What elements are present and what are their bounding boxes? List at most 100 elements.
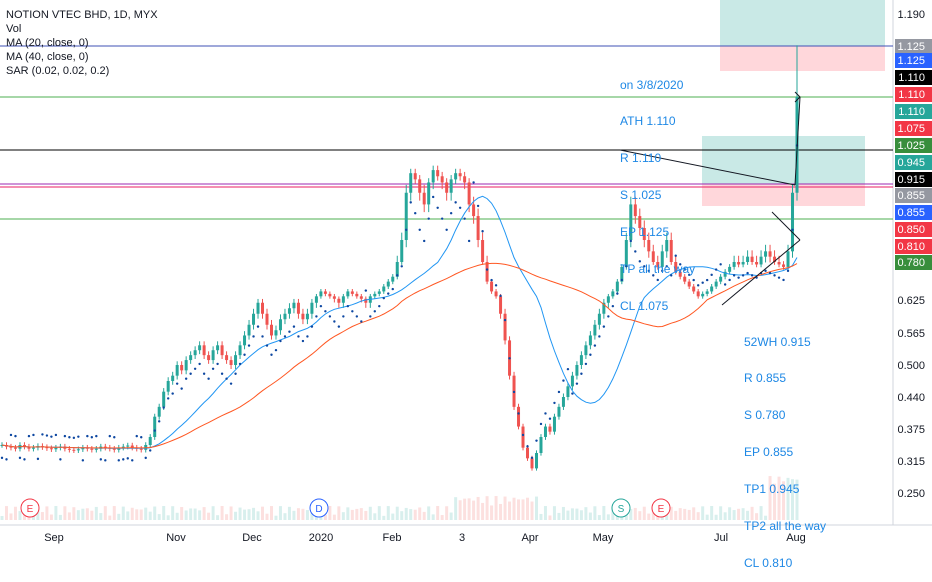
candle-body xyxy=(296,302,300,314)
candle-body xyxy=(449,179,453,193)
sar-dot xyxy=(517,412,520,415)
candle-body xyxy=(701,293,705,297)
price-label: 1.110 xyxy=(898,89,925,101)
volume-bar xyxy=(499,503,503,520)
volume-bar xyxy=(714,514,718,520)
volume-bar xyxy=(755,513,759,520)
candle-body xyxy=(755,262,759,265)
sar-dot xyxy=(32,433,35,437)
y-tick-label: 0.440 xyxy=(897,392,925,404)
volume-bar xyxy=(175,512,179,520)
trade-note-top: on 3/8/2020 ATH 1.110 R 1.110 S 1.025 EP… xyxy=(620,54,695,325)
sar-dot xyxy=(86,434,89,438)
candle-body xyxy=(494,291,498,297)
candle-body xyxy=(669,240,673,262)
candle-body xyxy=(629,204,633,240)
candle-body xyxy=(126,445,130,447)
volume-bar xyxy=(225,514,229,520)
sar-dot xyxy=(449,212,453,215)
sar-dot xyxy=(77,435,80,438)
volume-bar xyxy=(157,514,161,520)
sar-dot xyxy=(423,239,426,243)
sar-dot xyxy=(458,206,462,209)
candle-body xyxy=(638,216,642,228)
sar-dot xyxy=(364,289,368,292)
volume-bar xyxy=(395,506,399,520)
volume-bar xyxy=(368,506,372,520)
price-label-box xyxy=(895,205,932,220)
price-label: 0.810 xyxy=(897,241,925,253)
sar-dot xyxy=(360,320,363,323)
volume-bar xyxy=(139,509,143,520)
volume-bar xyxy=(126,511,130,520)
candle-body xyxy=(575,365,579,376)
volume-bar xyxy=(36,507,40,520)
sar-dot xyxy=(382,296,385,300)
candle-body xyxy=(377,291,381,294)
volume-bar xyxy=(782,481,786,520)
sar-dot xyxy=(104,459,107,462)
event-marker xyxy=(651,498,671,518)
volume-bar xyxy=(611,506,615,520)
candle-body xyxy=(728,266,732,272)
sar-dot xyxy=(373,310,376,313)
sar-dot xyxy=(158,420,161,423)
sar-dot xyxy=(580,372,583,375)
sar-dot xyxy=(414,212,417,215)
note-line: R 0.855 xyxy=(744,371,787,386)
candle-body xyxy=(193,350,197,356)
volume-bar xyxy=(261,506,265,520)
sar-dot xyxy=(634,250,637,253)
candle-body xyxy=(584,345,588,356)
sar-dot xyxy=(616,292,619,295)
volume-bar xyxy=(337,506,341,520)
target-zone-mid xyxy=(702,136,865,184)
volume-bar xyxy=(647,513,651,520)
volume-bar xyxy=(252,507,256,520)
candle-body xyxy=(660,251,664,267)
trend-line xyxy=(771,211,801,241)
volume-bar xyxy=(723,512,727,520)
sar-dot xyxy=(400,265,403,268)
sar-dot xyxy=(202,372,206,375)
volume-bar xyxy=(791,479,795,520)
legend-vol: Vol xyxy=(6,23,22,35)
candle-body xyxy=(674,262,678,272)
arrow-line xyxy=(794,96,801,186)
volume-bar xyxy=(508,501,512,520)
candle-body xyxy=(746,256,750,262)
y-tick-label: 0.315 xyxy=(897,456,925,468)
volume-bar xyxy=(543,506,547,520)
arrow-head xyxy=(794,91,801,103)
candle-body xyxy=(162,391,166,407)
candle-body xyxy=(31,447,35,449)
candle-body xyxy=(427,182,431,205)
sar-dot xyxy=(153,429,156,432)
volume-bar xyxy=(575,508,579,520)
volume-bar xyxy=(283,513,287,520)
volume-bar xyxy=(503,496,507,520)
candle-body xyxy=(139,448,143,450)
volume-bar xyxy=(638,511,642,520)
candle-body xyxy=(216,345,220,351)
candle-body xyxy=(440,176,444,183)
x-tick-label: May xyxy=(593,532,614,544)
candle-body xyxy=(651,251,655,262)
volume-bar xyxy=(445,506,449,520)
candle-body xyxy=(202,345,206,356)
candle-body xyxy=(220,345,224,356)
volume-bar xyxy=(148,511,152,520)
sar-dot xyxy=(463,217,466,220)
candle-body xyxy=(265,313,269,325)
sar-dot xyxy=(193,367,197,370)
candle-body xyxy=(517,406,521,427)
candle-body xyxy=(543,426,547,437)
volume-bar xyxy=(485,496,489,520)
volume-bar xyxy=(732,510,736,520)
stop-zone-mid xyxy=(702,184,865,206)
sar-dot xyxy=(786,269,790,273)
price-label-box xyxy=(895,255,932,270)
event-marker-label: E xyxy=(658,504,665,515)
volume-bar xyxy=(692,507,696,520)
candle-body xyxy=(310,302,314,314)
